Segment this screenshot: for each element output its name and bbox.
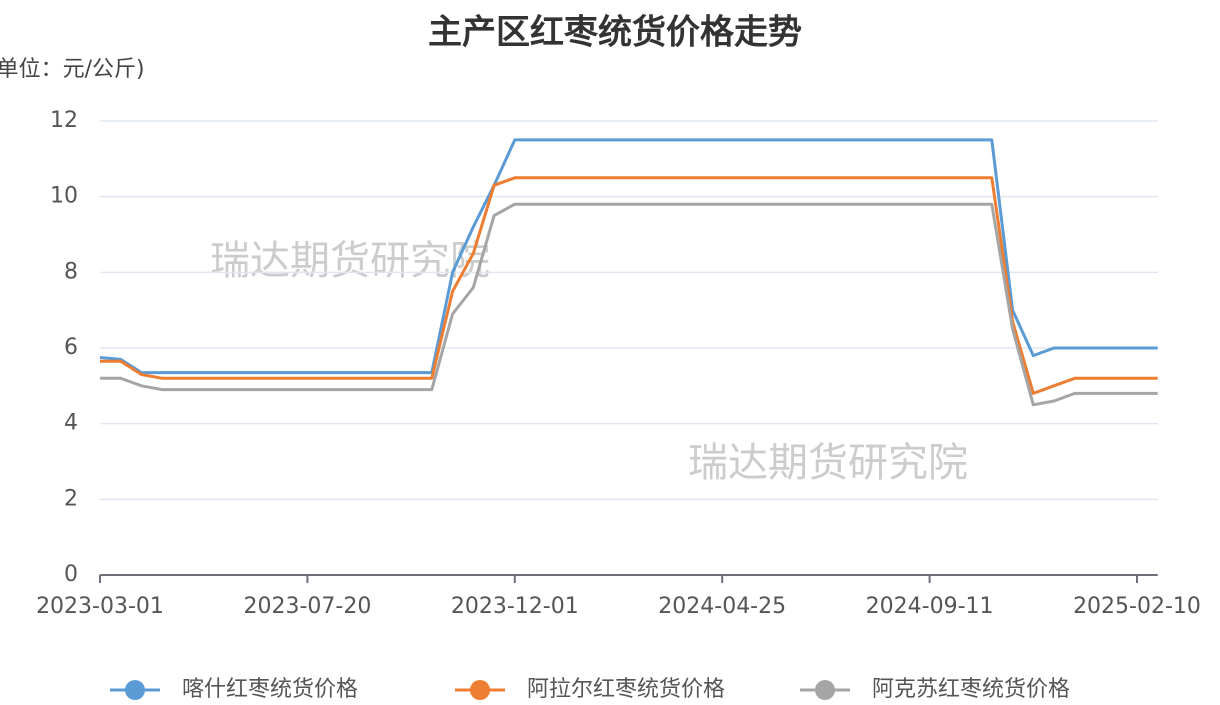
x-tick-label: 2025-02-10 bbox=[1073, 594, 1201, 619]
y-axis-unit: (单位：元/公斤) bbox=[0, 57, 145, 82]
legend-label: 喀什红枣统货价格 bbox=[182, 677, 358, 702]
watermark: 瑞达期货研究院 bbox=[688, 440, 968, 486]
legend-item: 喀什红枣统货价格 bbox=[110, 677, 358, 702]
y-tick-label: 0 bbox=[64, 562, 78, 587]
x-tick-label: 2024-09-11 bbox=[866, 594, 994, 619]
legend-label: 阿拉尔红枣统货价格 bbox=[527, 677, 725, 702]
legend-marker bbox=[470, 680, 490, 700]
legend-item: 阿克苏红枣统货价格 bbox=[800, 677, 1070, 702]
watermark: 瑞达期货研究院 bbox=[210, 238, 490, 284]
line-series bbox=[99, 138, 1158, 375]
line-series bbox=[100, 202, 1158, 407]
legend-marker bbox=[815, 680, 835, 700]
chart-title: 主产区红枣统货价格走势 bbox=[428, 13, 802, 53]
y-tick-label: 12 bbox=[50, 108, 78, 133]
y-tick-label: 8 bbox=[64, 259, 78, 284]
legend-item: 阿拉尔红枣统货价格 bbox=[455, 677, 725, 702]
y-tick-label: 2 bbox=[64, 486, 78, 511]
y-tick-label: 4 bbox=[64, 411, 78, 436]
legend-marker bbox=[125, 680, 145, 700]
x-tick-label: 2023-12-01 bbox=[451, 594, 579, 619]
y-tick-label: 10 bbox=[50, 184, 78, 209]
x-tick-label: 2023-03-01 bbox=[36, 594, 164, 619]
legend-label: 阿克苏红枣统货价格 bbox=[872, 677, 1070, 702]
x-tick-label: 2024-04-25 bbox=[658, 594, 786, 619]
line-series bbox=[100, 176, 1158, 395]
x-tick-label: 2023-07-20 bbox=[243, 594, 371, 619]
y-tick-label: 6 bbox=[64, 335, 78, 360]
